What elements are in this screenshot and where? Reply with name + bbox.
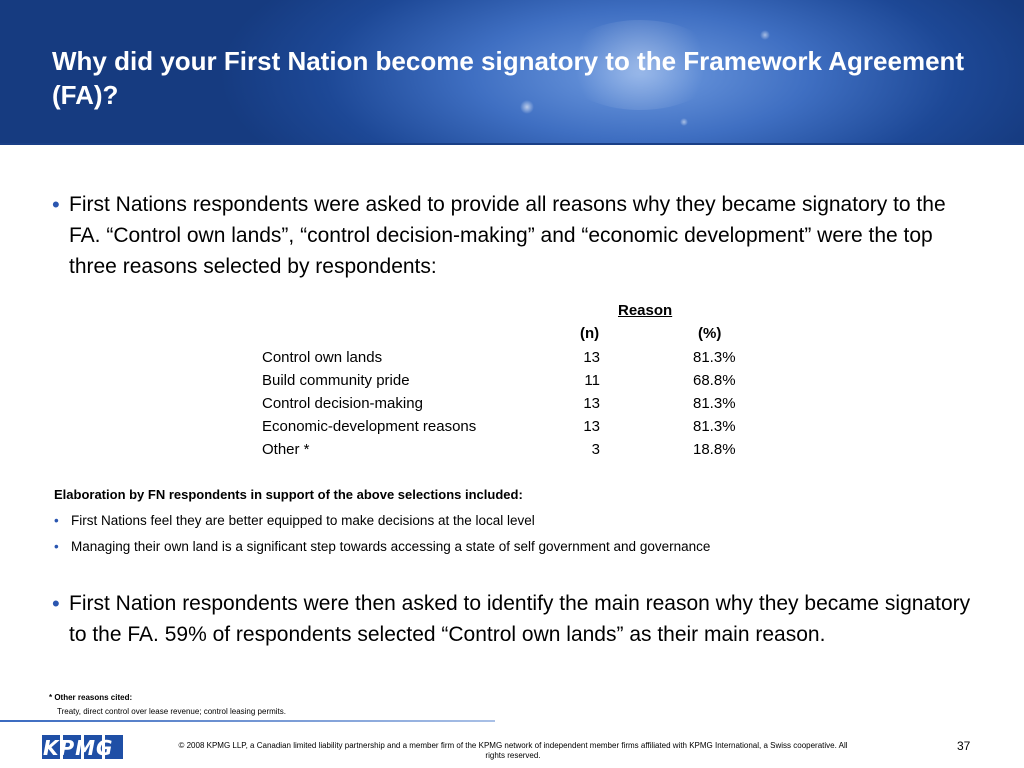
bullet-2-text: First Nation respondents were then asked…	[69, 592, 971, 646]
table-row-pct: 68.8%	[693, 372, 736, 389]
logo-block	[84, 735, 102, 759]
logo-block	[42, 735, 60, 759]
table-row-pct: 18.8%	[693, 441, 736, 458]
elaboration-title: Elaboration by FN respondents in support…	[54, 487, 523, 502]
table-row-label: Control decision-making	[262, 395, 423, 412]
logo-block	[63, 735, 81, 759]
table-row-n: 13	[583, 395, 600, 412]
header-divider	[0, 143, 1024, 145]
bullet-dot-icon: •	[54, 539, 59, 554]
bullet-1-text: First Nations respondents were asked to …	[69, 193, 946, 278]
elaboration-item: • First Nations feel they are better equi…	[54, 512, 535, 530]
bullet-dot-icon: •	[52, 591, 60, 616]
footer-divider	[0, 720, 495, 722]
header-sparkle	[520, 100, 534, 114]
table-row-n: 11	[584, 372, 600, 389]
footnote-title: * Other reasons cited:	[49, 693, 133, 702]
elaboration-item-text: Managing their own land is a significant…	[71, 539, 711, 554]
page-number: 37	[957, 739, 971, 753]
table-row-pct: 81.3%	[693, 349, 736, 366]
slide-title: Why did your First Nation become signato…	[52, 46, 965, 110]
copyright-notice: © 2008 KPMG LLP, a Canadian limited liab…	[178, 741, 848, 760]
table-row-n: 13	[583, 349, 600, 366]
footnote-text: Treaty, direct control over lease revenu…	[57, 707, 286, 716]
bullet-2: • First Nation respondents were then ask…	[52, 588, 972, 650]
table-row-pct: 81.3%	[693, 395, 736, 412]
table-row-label: Control own lands	[262, 349, 383, 366]
header-sparkle	[760, 30, 770, 40]
table-header-pct: (%)	[698, 325, 722, 342]
header-sparkle	[680, 118, 688, 126]
bullet-1: • First Nations respondents were asked t…	[52, 189, 972, 282]
bullet-dot-icon: •	[52, 192, 60, 217]
table-header-n: (n)	[580, 325, 600, 342]
elaboration-item: • Managing their own land is a significan…	[54, 538, 710, 556]
slide-header: Why did your First Nation become signato…	[0, 0, 1024, 145]
bullet-dot-icon: •	[54, 513, 59, 528]
table-group-header: Reason	[618, 302, 673, 319]
table-row-pct: 81.3%	[693, 418, 736, 435]
header-glow	[560, 20, 720, 110]
logo-text: KPMG	[43, 736, 114, 760]
table-row-n: 3	[591, 441, 600, 458]
table-row-label: Build community pride	[262, 372, 410, 389]
table-row-label: Economic-development reasons	[262, 418, 477, 435]
logo-block	[105, 735, 123, 759]
kpmg-logo: KPMG	[42, 735, 124, 760]
table-row-label: Other *	[262, 441, 310, 458]
table-row-n: 13	[583, 418, 600, 435]
elaboration-item-text: First Nations feel they are better equip…	[71, 513, 535, 528]
